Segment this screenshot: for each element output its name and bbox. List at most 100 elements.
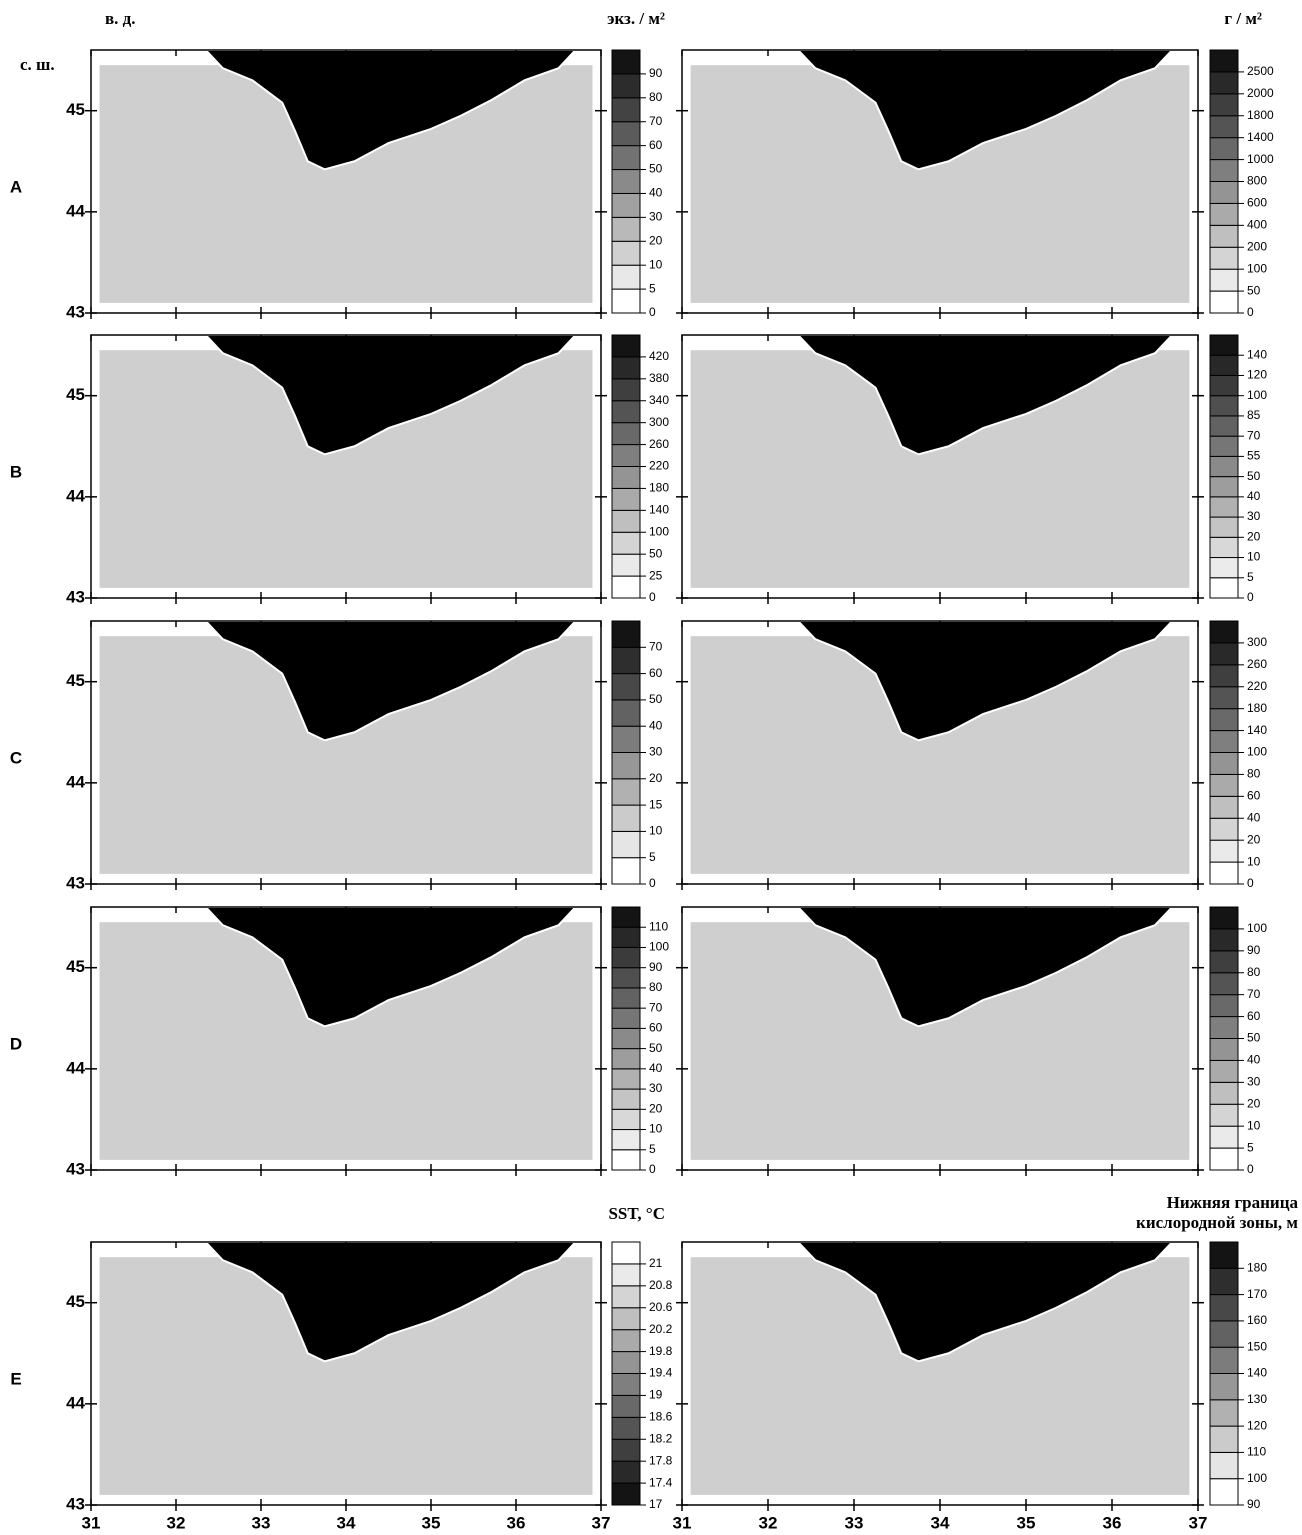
colorbar-label: 15 [649, 797, 663, 811]
colorbar-box [1209, 620, 1239, 644]
colorbar-label: 0 [649, 876, 656, 890]
colorbar-label: 260 [1247, 657, 1267, 671]
land [203, 620, 578, 742]
land [795, 620, 1175, 742]
colorbar-box [1209, 435, 1239, 457]
y-tick-label: 45 [66, 1292, 85, 1311]
colorbar-box [1209, 1038, 1239, 1061]
colorbar-label: 1400 [1247, 130, 1274, 144]
colorbar-label: 380 [649, 371, 669, 385]
y-tick-label: 44 [66, 1058, 85, 1077]
colorbar-label: 90 [1247, 943, 1261, 957]
colorbar-label: 70 [649, 1000, 663, 1014]
land [203, 906, 578, 1028]
colorbar-box [1209, 496, 1239, 518]
colorbar-label: 2500 [1247, 64, 1274, 78]
colorbar-box [1209, 642, 1239, 666]
colorbar-label: 18.6 [649, 1410, 673, 1424]
colorbar-label: 55 [1247, 449, 1261, 463]
y-tick-label: 43 [66, 587, 85, 606]
land [203, 1241, 578, 1363]
colorbar-label: 100 [1247, 1471, 1267, 1485]
land [795, 906, 1175, 1028]
colorbar-box [1209, 290, 1239, 314]
colorbar-label: 40 [1247, 810, 1261, 824]
x-tick-label: 36 [1103, 1513, 1122, 1532]
colorbar-label: 140 [649, 503, 669, 517]
colorbar-label: 200 [1247, 239, 1267, 253]
colorbar-box [1209, 994, 1239, 1018]
colorbar-box [611, 1373, 641, 1396]
colorbar-box [611, 509, 641, 533]
colorbar-label: 20 [1247, 1096, 1261, 1110]
x-tick-label: 31 [673, 1513, 692, 1532]
colorbar-label: 50 [1247, 283, 1261, 297]
colorbar-box [611, 169, 641, 194]
colorbar-box [1209, 476, 1239, 498]
colorbar-label: 17 [649, 1497, 663, 1511]
colorbar-label: 100 [1247, 745, 1267, 759]
colorbar-box [611, 1149, 641, 1171]
colorbar-box [1209, 202, 1239, 226]
y-tick-label: 44 [66, 1393, 85, 1412]
x-tick-label: 35 [422, 1513, 441, 1532]
colorbar-label: 80 [649, 980, 663, 994]
colorbar-label: 40 [649, 1061, 663, 1075]
colorbar-label: 110 [1247, 1445, 1266, 1459]
colorbar-label: 220 [649, 459, 669, 473]
colorbar-box [1209, 773, 1239, 797]
colorbar-label: 110 [649, 919, 668, 933]
colorbar-label: 60 [1247, 1009, 1261, 1023]
colorbar-label: 20 [1247, 529, 1261, 543]
colorbar-label: 150 [1247, 1339, 1267, 1353]
colorbar-box [611, 646, 641, 675]
colorbar-label: 0 [1247, 590, 1254, 604]
colorbar-box [611, 1068, 641, 1090]
colorbar-box [611, 192, 641, 218]
colorbar-label: 40 [1247, 489, 1261, 503]
colorbar-box [611, 1285, 641, 1309]
colorbar-box [1209, 71, 1239, 95]
colorbar-box [611, 1263, 641, 1287]
left-unit: экз. / м² [607, 9, 665, 28]
y-tick-label: 44 [66, 772, 85, 791]
colorbar-box [611, 1048, 641, 1070]
y-tick-label: 43 [66, 302, 85, 321]
colorbar-label: 170 [1247, 1287, 1267, 1301]
colorbar-label: 80 [649, 90, 663, 104]
colorbar-box [611, 334, 641, 358]
colorbar-box [1209, 730, 1239, 753]
colorbar-box [611, 778, 641, 806]
colorbar-box [611, 830, 641, 859]
colorbar-label: 19 [649, 1388, 663, 1402]
colorbar-label: 180 [1247, 701, 1267, 715]
colorbar-box [611, 926, 641, 948]
colorbar-box [611, 752, 641, 780]
colorbar-label: 18.2 [649, 1431, 673, 1445]
colorbar-label: 70 [649, 114, 663, 128]
colorbar-label: 50 [1247, 469, 1261, 483]
colorbar-label: 400 [1247, 218, 1267, 232]
colorbar-label: 100 [1247, 261, 1267, 275]
colorbar-box [1209, 1016, 1239, 1039]
colorbar-box [611, 1416, 641, 1440]
colorbar-label: 2000 [1247, 86, 1274, 100]
colorbar-label: 21 [649, 1256, 663, 1270]
y-tick-label: 43 [66, 1159, 85, 1178]
x-tick-label: 33 [252, 1513, 271, 1532]
colorbar-box [1209, 224, 1239, 248]
colorbar-box [1209, 415, 1239, 437]
colorbar-box [611, 466, 641, 489]
colorbar-label: 600 [1247, 196, 1267, 210]
colorbar-label: 90 [649, 66, 663, 80]
colorbar-label: 340 [649, 393, 669, 407]
row-label: E [10, 1369, 21, 1388]
colorbar-box [1209, 557, 1239, 579]
land [203, 334, 578, 456]
x-tick-label: 37 [1189, 1513, 1208, 1532]
colorbar-label: 100 [649, 940, 669, 954]
colorbar-label: 0 [1247, 876, 1254, 890]
colorbar-box [611, 725, 641, 754]
colorbar-box [611, 422, 641, 446]
colorbar-label: 300 [1247, 635, 1267, 649]
